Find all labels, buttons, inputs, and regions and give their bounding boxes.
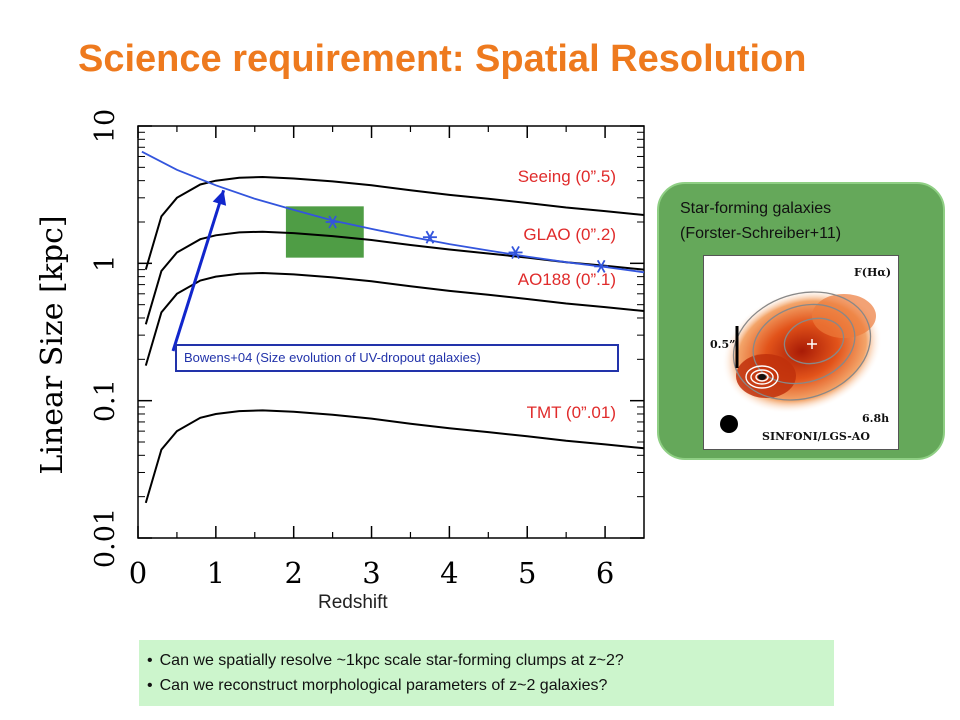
annotation-arrow: [171, 189, 226, 352]
series-line-0: [144, 175, 645, 270]
star-forming-title-line1: Star-forming galaxies: [680, 200, 832, 217]
star-forming-title: Star-forming galaxies (Forster-Schreiber…: [680, 196, 841, 246]
highlight-region: [285, 206, 364, 258]
x-tick-label: 2: [284, 556, 302, 590]
image-scale-label: 0.5”: [710, 338, 735, 351]
x-tick-label: 3: [362, 556, 380, 590]
slide-title: Science requirement: Spatial Resolution: [78, 38, 807, 80]
series-line-3: [144, 409, 645, 504]
data-point: [422, 230, 437, 244]
beam-marker: [720, 415, 738, 433]
label-ao188: AO188 (0”.1): [518, 270, 616, 289]
x-tick-label: 6: [596, 556, 614, 590]
label-tmt: TMT (0”.01): [527, 403, 616, 422]
x-tick-label: 1: [207, 556, 225, 590]
x-axis-label: Redshift: [318, 592, 388, 613]
contour-lines: [732, 291, 872, 401]
y-tick-label: 1: [90, 255, 121, 272]
star-forming-title-line2: (Forster-Schreiber+11): [680, 225, 842, 242]
galaxy-emission-outer: [812, 294, 876, 338]
x-tick-label: 5: [518, 556, 536, 590]
image-time-label: 6.8h: [862, 412, 889, 425]
label-glao: GLAO (0”.2): [523, 225, 616, 244]
x-tick-label: 0: [129, 556, 147, 590]
core-contours: [745, 365, 779, 389]
bullet-item: Can we reconstruct morphological paramet…: [147, 673, 834, 698]
core-peak: [758, 374, 766, 380]
data-point-stroke: [328, 215, 337, 229]
label-seeing: Seeing (0”.5): [518, 167, 616, 186]
size-redshift-chart: Linear Size [kpc] 0 1 2 3 4 5 6 0.01 0.1 1 10 Seei…: [35, 109, 645, 590]
series-line-4: [141, 150, 645, 274]
annotation-arrowhead: [212, 190, 227, 206]
data-point: [594, 259, 609, 273]
y-axis-label: Linear Size [kpc]: [35, 215, 70, 474]
data-point: [508, 245, 523, 259]
data-point-stroke: [596, 259, 606, 273]
question-bullets: Can we spatially resolve ~1kpc scale sta…: [139, 640, 834, 706]
x-tick-label: 4: [440, 556, 458, 590]
plot-frame: [137, 125, 645, 539]
image-caption: SINFONI/LGS-AO: [762, 430, 870, 443]
image-label-halpha: F(Hα): [854, 266, 891, 279]
y-tick-label: 10: [90, 109, 121, 143]
data-point-stroke: [511, 245, 520, 259]
y-tick-label: 0.01: [90, 508, 121, 568]
data-point: [325, 215, 340, 229]
data-point-stroke: [425, 230, 435, 244]
bowens-annotation: Bowens+04 (Size evolution of UV-dropout …: [175, 344, 619, 372]
galaxy-map-image: F(Hα) 0.5” 6.8h SINFONI/LGS-AO: [703, 255, 899, 450]
bullet-item: Can we spatially resolve ~1kpc scale sta…: [147, 648, 834, 673]
y-tick-label: 0.1: [90, 379, 121, 422]
